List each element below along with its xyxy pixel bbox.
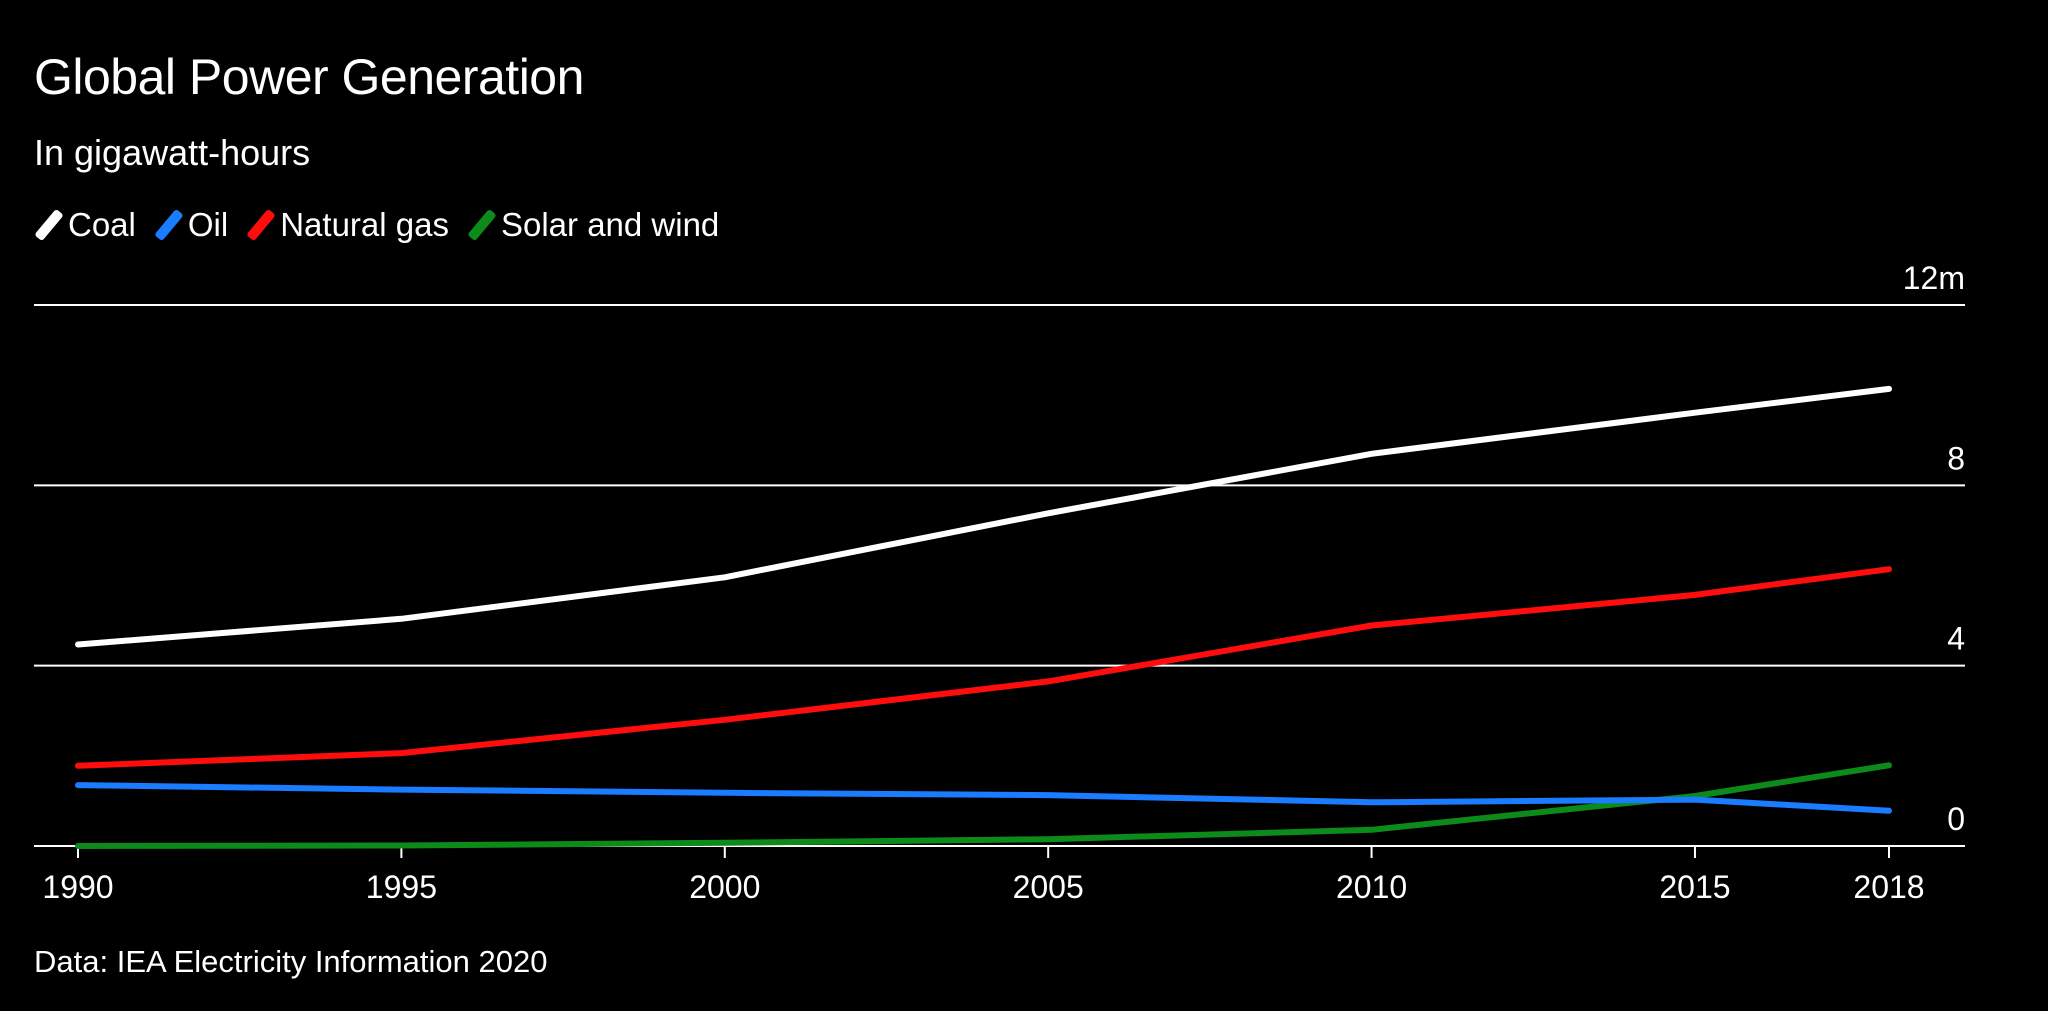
series-line-coal [75,385,1892,648]
y-tick-label: 8 [1947,440,1965,476]
legend-item-natural-gas: Natural gas [246,206,449,244]
y-tick-labels: 0 4 8 12m [1903,260,1965,837]
x-tick-label: 2010 [1336,869,1407,905]
y-tick-label: 4 [1947,621,1965,657]
x-tick-label: 1990 [42,869,113,905]
data-source: Data: IEA Electricity Information 2020 [34,944,548,979]
gridlines [34,304,1965,847]
legend: Coal Oil Natural gas Solar and wind [34,206,737,244]
chart-title: Global Power Generation [34,49,584,105]
legend-label-natural-gas: Natural gas [280,206,449,243]
x-tick-label: 2015 [1659,869,1730,905]
series-line-natural-gas [75,566,1892,769]
legend-label-coal: Coal [68,206,136,243]
x-tick-label: 2005 [1013,869,1084,905]
x-tick-label: 2000 [689,869,760,905]
x-axis: 1990 1995 2000 2005 2010 2015 2018 [42,846,1925,905]
y-tick-label: 0 [1947,801,1965,837]
series-lines [75,385,1892,849]
series-line-solar-and-wind [75,762,1892,849]
chart-subtitle: In gigawatt-hours [34,132,311,173]
legend-item-oil: Oil [154,206,228,244]
legend-label-oil: Oil [187,206,229,243]
legend-label-solar-and-wind: Solar and wind [500,206,720,243]
legend-item-coal: Coal [34,206,136,244]
legend-item-solar-and-wind: Solar and wind [467,206,719,244]
x-tick-label: 2018 [1853,869,1924,905]
y-tick-label: 12m [1903,260,1965,296]
x-tick-label: 1995 [366,869,437,905]
series-line-oil [75,782,1892,814]
